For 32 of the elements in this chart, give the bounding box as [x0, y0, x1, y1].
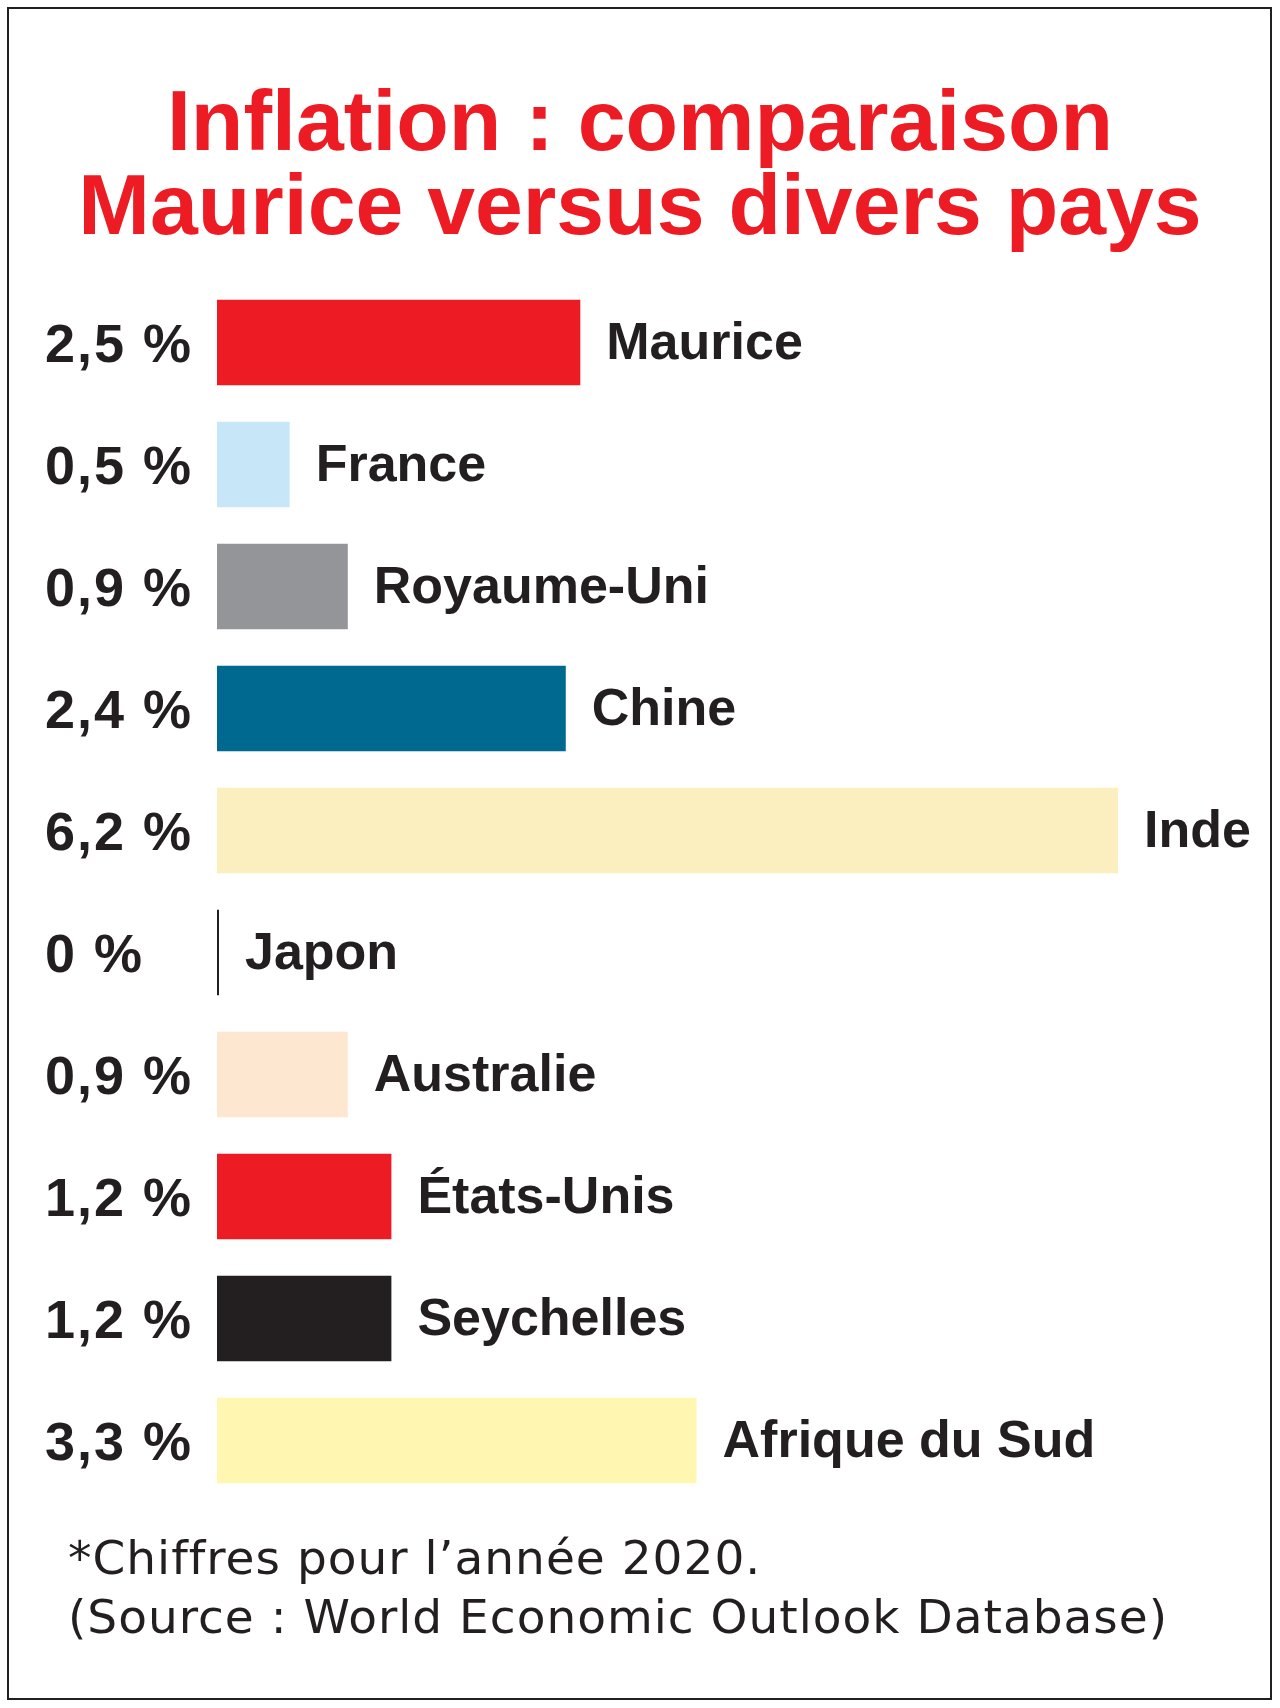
data-label: 2,4 % — [45, 678, 194, 739]
text: *Chiffres pour l’année 2020. — [68, 1529, 763, 1587]
bar — [217, 299, 581, 386]
data-label: 3,3 % — [45, 1410, 194, 1471]
bar — [217, 421, 290, 508]
y-tick-label: Inde — [1144, 800, 1251, 859]
chart-title: Inflation : comparaison Maurice versus divers pays — [77, 72, 1203, 252]
data-label: 1,2 % — [45, 1288, 194, 1349]
bar — [217, 1153, 392, 1240]
y-tick-label: Royaume-Uni — [373, 556, 709, 615]
y-tick-label: Maurice — [606, 312, 803, 371]
y-tick-label: Chine — [591, 678, 737, 737]
bar — [217, 543, 348, 630]
bar — [217, 787, 1118, 874]
data-label: 0 % — [45, 922, 145, 983]
data-label: 1,2 % — [45, 1166, 194, 1227]
data-label: 2,5 % — [45, 312, 194, 373]
bar — [217, 1275, 392, 1362]
data-label: 0,5 % — [45, 434, 194, 495]
bar — [217, 665, 566, 752]
data-label: 0,9 % — [45, 1044, 194, 1105]
y-tick-label: Australie — [373, 1044, 597, 1103]
y-tick-label: Japon — [245, 922, 399, 981]
y-tick-label: États-Unis — [417, 1166, 675, 1225]
data-label: 0,9 % — [45, 556, 194, 617]
y-tick-label: Seychelles — [417, 1288, 687, 1347]
data-label: 6,2 % — [45, 800, 194, 861]
y-tick-label: Afrique du Sud — [722, 1410, 1096, 1469]
bar — [217, 1397, 697, 1484]
text: (Source : World Economic Outlook Database) — [68, 1588, 1169, 1646]
bar — [217, 1031, 348, 1118]
y-tick-label: France — [315, 434, 487, 493]
